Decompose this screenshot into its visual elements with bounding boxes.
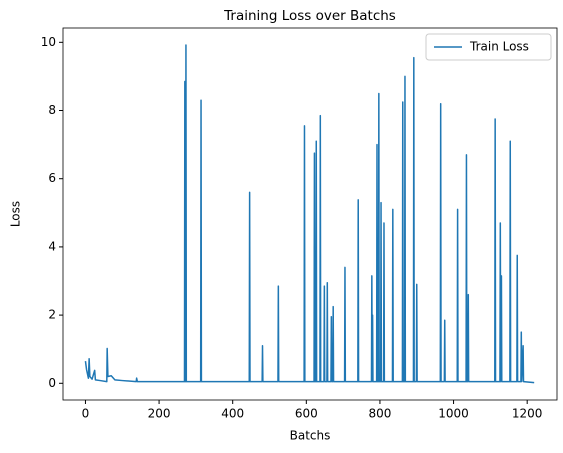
y-tick-label: 10 (41, 35, 56, 49)
x-tick-label: 400 (221, 407, 244, 421)
legend-box (425, 33, 552, 61)
legend-label: Train Loss (469, 40, 529, 54)
y-tick-label: 6 (48, 171, 56, 185)
y-axis-label: Loss (9, 201, 23, 227)
x-tick-label: 1000 (438, 407, 469, 421)
plot-frame (62, 27, 558, 401)
y-tick-label: 8 (48, 103, 56, 117)
loss-line (84, 44, 535, 384)
y-tick-label: 0 (48, 376, 56, 390)
y-tick-label: 2 (48, 308, 56, 322)
y-tick-label: 4 (48, 239, 56, 253)
x-tick-label: 1200 (512, 407, 543, 421)
x-tick-label: 0 (82, 407, 90, 421)
chart-title: Training Loss over Batchs (223, 8, 396, 24)
x-tick-label: 800 (368, 407, 391, 421)
x-axis-label: Batchs (290, 429, 331, 443)
x-tick-label: 600 (295, 407, 318, 421)
x-tick-label: 200 (148, 407, 171, 421)
